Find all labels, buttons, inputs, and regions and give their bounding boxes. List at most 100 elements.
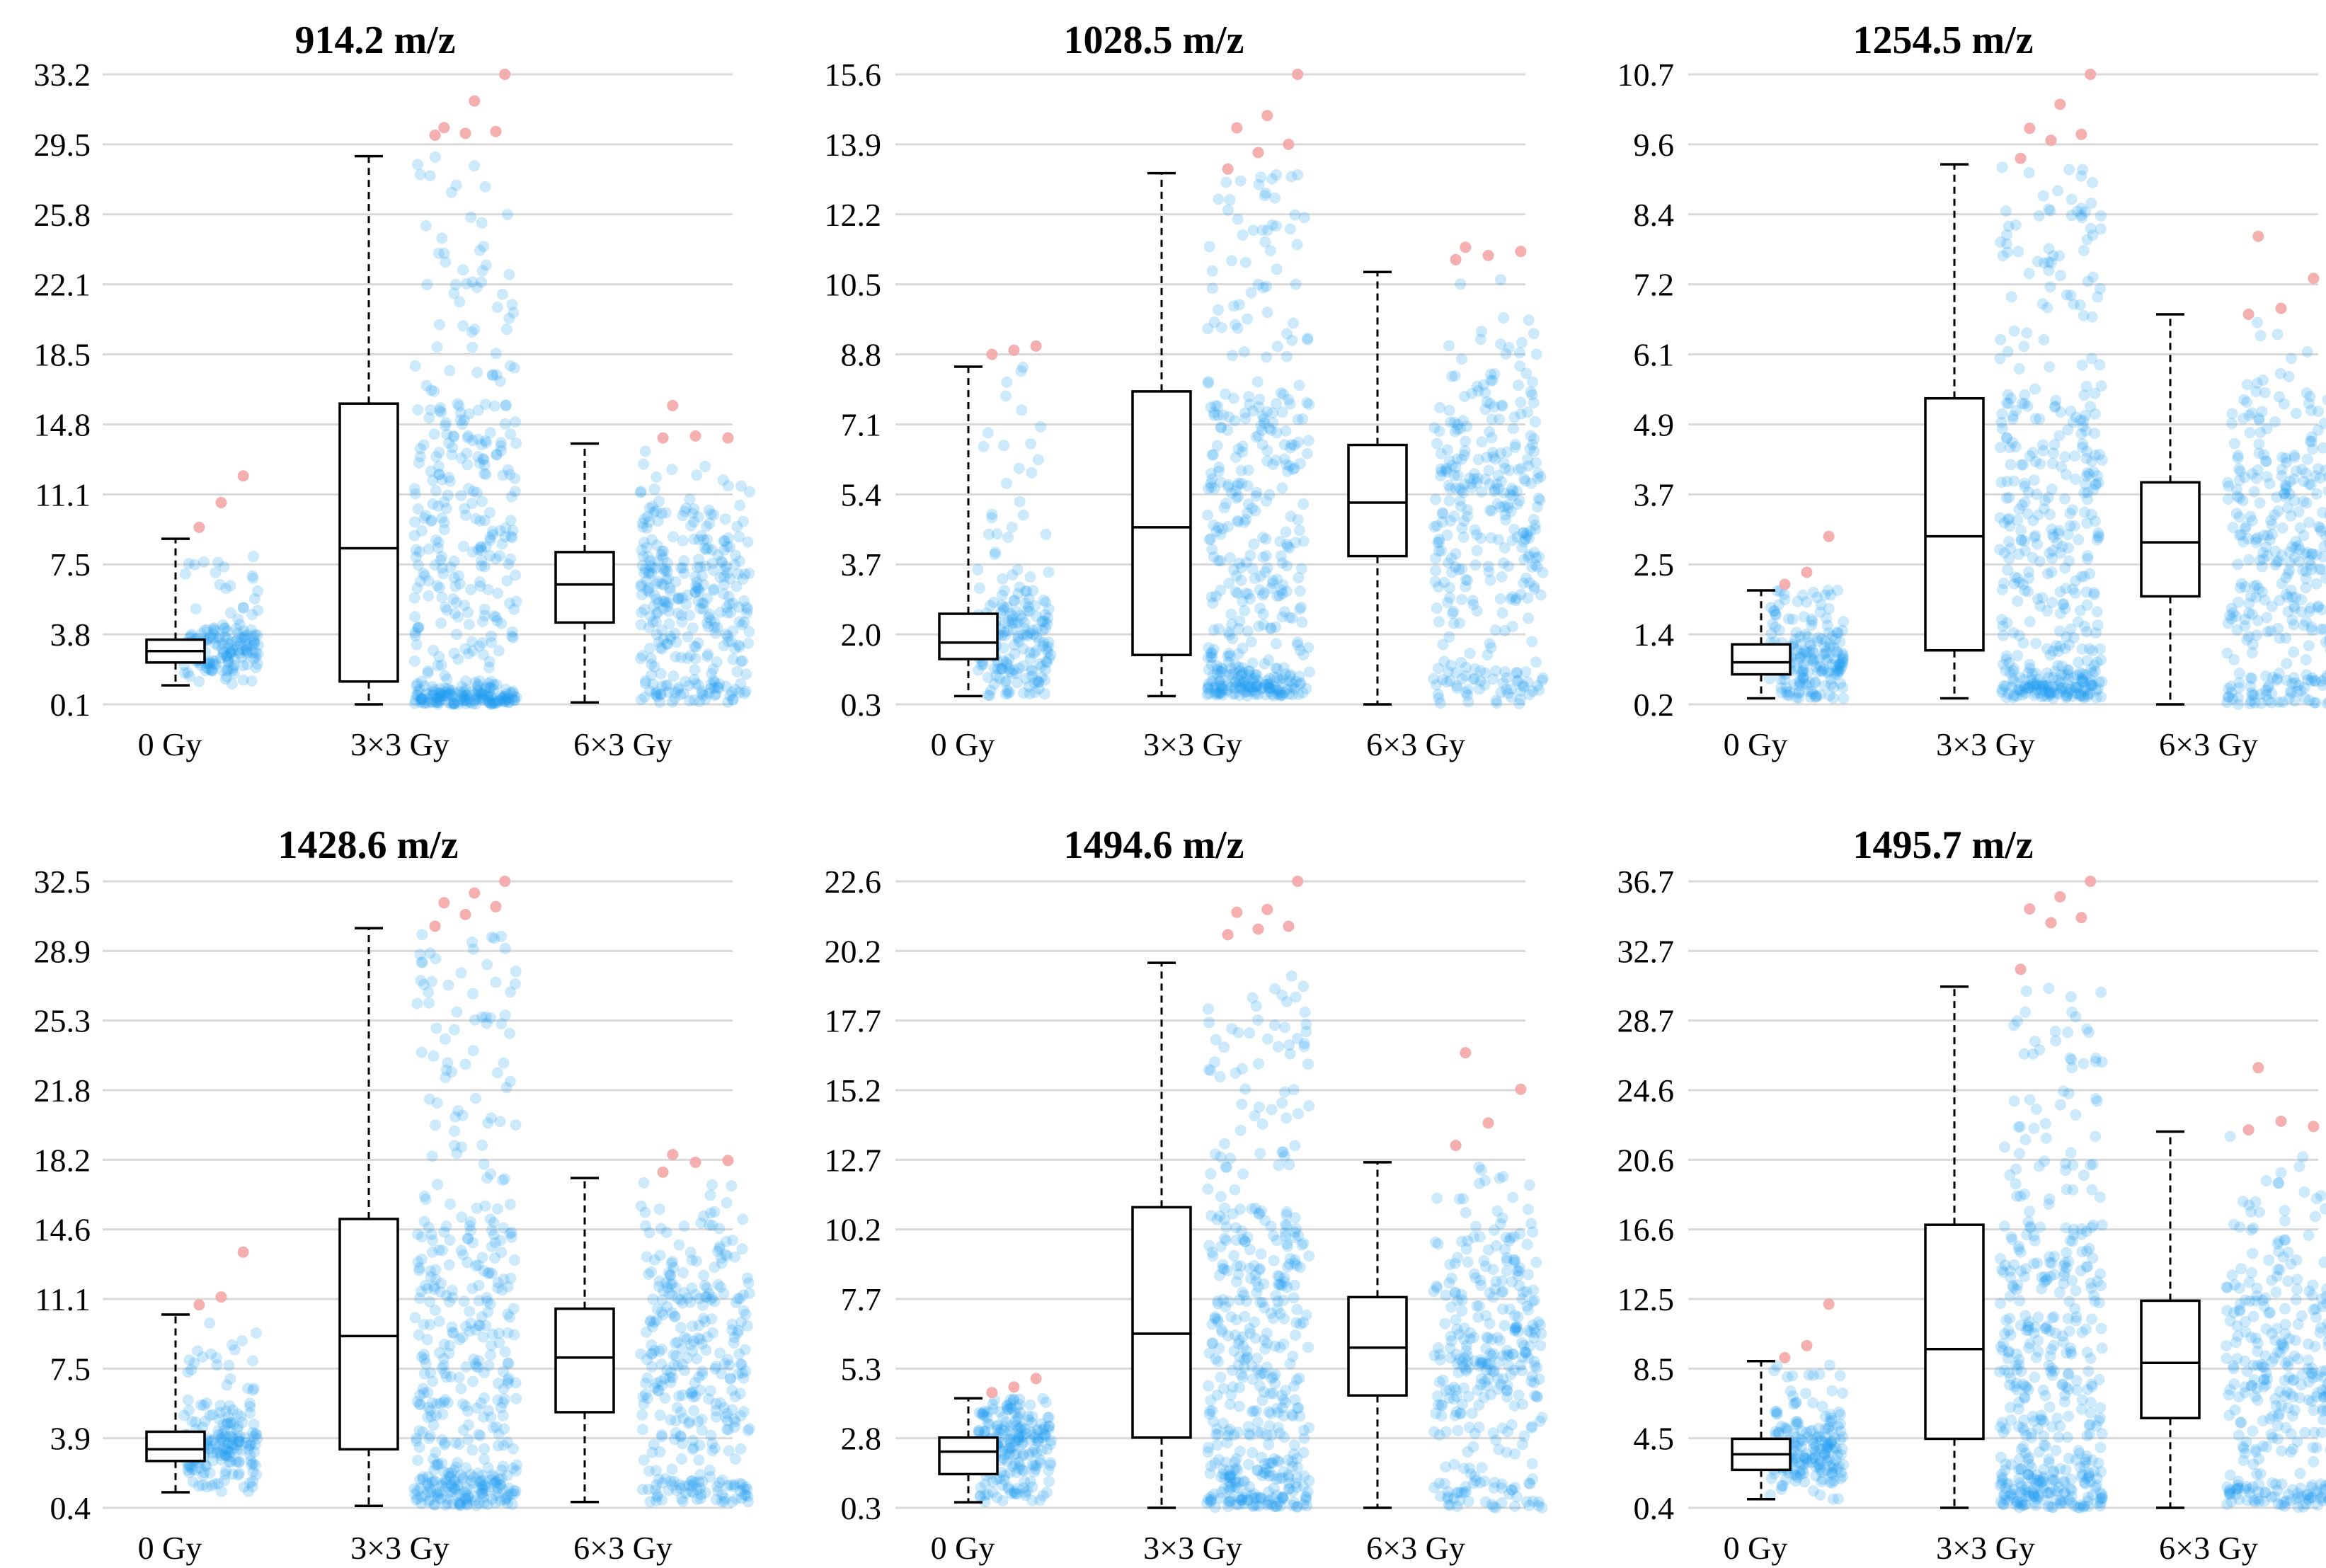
jitter-point xyxy=(1767,618,1779,630)
jitter-point xyxy=(1217,409,1229,421)
jitter-point xyxy=(414,442,426,454)
jitter-point xyxy=(1798,611,1810,623)
jitter-point xyxy=(1220,675,1232,687)
jitter-point xyxy=(439,1033,451,1045)
jitter-point xyxy=(489,1237,501,1249)
jitter-point xyxy=(2300,654,2312,665)
jitter-point xyxy=(2282,568,2294,580)
jitter-point xyxy=(1490,665,1502,677)
jitter-point xyxy=(1503,464,1516,476)
jitter-point xyxy=(486,1224,498,1236)
jitter-point xyxy=(1026,624,1038,636)
jitter-point xyxy=(1833,666,1845,677)
jitter-point xyxy=(1038,688,1050,700)
jitter-point xyxy=(1520,367,1532,379)
jitter-point xyxy=(1837,682,1849,694)
jitter-point xyxy=(1264,673,1276,685)
jitter-point xyxy=(2298,496,2309,508)
jitter-point xyxy=(694,585,706,597)
jitter-point xyxy=(1032,454,1044,466)
jitter-point xyxy=(224,580,236,592)
jitter-point xyxy=(1452,469,1464,481)
jitter-point xyxy=(2031,488,2043,500)
jitter-point xyxy=(502,209,514,221)
category-label: 0 Gy xyxy=(931,1530,995,1566)
jitter-point xyxy=(2095,380,2107,392)
jitter-point xyxy=(1455,500,1467,513)
outlier-point xyxy=(657,1166,669,1178)
jitter-point xyxy=(1213,522,1225,534)
jitter-point xyxy=(1251,669,1263,681)
jitter-point xyxy=(1486,447,1499,459)
jitter-point xyxy=(2080,681,2092,693)
jitter-point xyxy=(1219,1232,1230,1244)
jitter-point xyxy=(2049,665,2061,677)
jitter-point xyxy=(1007,617,1019,629)
jitter-point xyxy=(1832,627,1844,639)
jitter-point xyxy=(1491,498,1503,510)
jitter-point xyxy=(1530,1257,1542,1269)
jitter-point xyxy=(1235,669,1247,681)
iqr-box xyxy=(554,1307,615,1414)
jitter-point xyxy=(460,698,472,710)
jitter-point xyxy=(1530,523,1542,535)
jitter-point xyxy=(1284,398,1296,410)
jitter-point xyxy=(248,636,260,648)
jitter-point xyxy=(1517,680,1529,692)
jitter-point xyxy=(648,1254,660,1266)
jitter-point xyxy=(1514,1262,1526,1274)
jitter-point xyxy=(484,532,496,544)
jitter-point xyxy=(246,639,258,651)
jitter-point xyxy=(476,1311,488,1323)
jitter-point xyxy=(413,1329,425,1341)
jitter-point xyxy=(1042,612,1054,624)
jitter-point xyxy=(1256,682,1267,694)
jitter-point xyxy=(668,1310,680,1322)
jitter-point xyxy=(1445,659,1457,671)
jitter-point xyxy=(486,675,497,687)
jitter-point xyxy=(1285,171,1297,183)
jitter-point xyxy=(463,483,475,495)
jitter-point xyxy=(1213,304,1225,316)
jitter-point xyxy=(1994,353,2006,365)
jitter-point xyxy=(233,644,245,656)
jitter-point xyxy=(1534,494,1546,506)
jitter-point xyxy=(1215,680,1227,692)
jitter-point xyxy=(1224,1398,1236,1410)
jitter-point xyxy=(1281,683,1293,695)
jitter-point xyxy=(1472,454,1484,466)
jitter-point xyxy=(1449,370,1461,382)
jitter-point xyxy=(737,515,749,527)
jitter-point xyxy=(1275,387,1287,399)
jitter-point xyxy=(241,648,253,660)
jitter-point xyxy=(1230,677,1242,689)
jitter-point xyxy=(227,662,239,674)
jitter-point xyxy=(1033,683,1045,694)
jitter-point xyxy=(433,651,445,663)
jitter-point xyxy=(2313,600,2325,612)
jitter-point xyxy=(1272,688,1284,700)
jitter-point xyxy=(468,486,479,498)
jitter-point xyxy=(1217,689,1229,701)
jitter-point xyxy=(442,471,454,483)
jitter-point xyxy=(432,1179,443,1191)
jitter-point xyxy=(1235,562,1247,573)
panel-3: 1254.5 m/z0.21.42.53.74.96.17.28.49.610.… xyxy=(1617,18,2326,762)
jitter-point xyxy=(2094,449,2105,461)
jitter-point xyxy=(1274,535,1286,547)
jitter-point xyxy=(1996,408,2008,420)
jitter-point xyxy=(1522,676,1534,688)
jitter-point xyxy=(1203,483,1215,495)
jitter-point xyxy=(722,567,733,579)
jitter-point xyxy=(1433,692,1445,704)
jitter-point xyxy=(661,566,673,578)
jitter-point xyxy=(2042,491,2054,503)
category-label: 3×3 Gy xyxy=(350,1530,449,1566)
jitter-point xyxy=(738,617,750,628)
jitter-point xyxy=(445,689,457,701)
jitter-point xyxy=(2024,658,2036,670)
jitter-point xyxy=(1215,555,1227,567)
jitter-point xyxy=(1257,532,1268,544)
jitter-point xyxy=(1288,439,1300,451)
jitter-point xyxy=(1428,1426,1440,1438)
